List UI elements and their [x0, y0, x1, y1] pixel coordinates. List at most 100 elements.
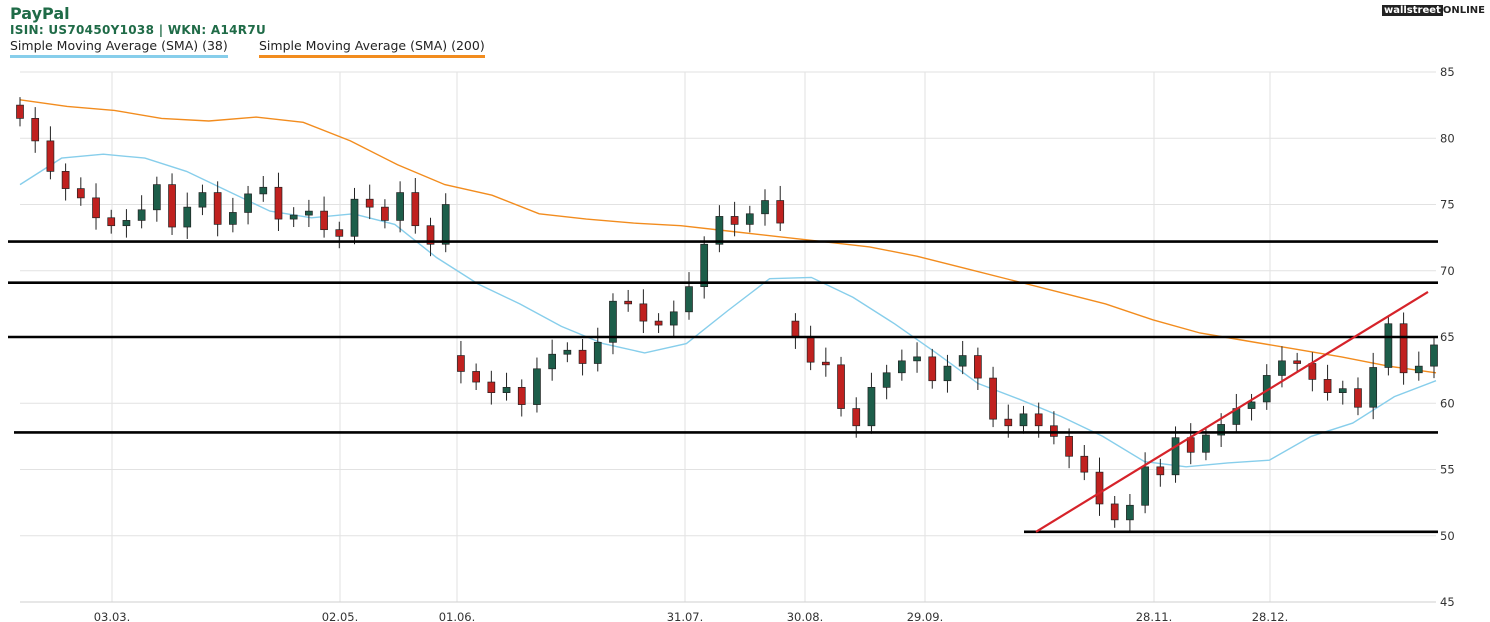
candle-down [974, 355, 982, 379]
candle-down [821, 361, 830, 366]
candle-down [16, 104, 24, 119]
candle-down [1080, 455, 1089, 473]
candle-down [989, 377, 997, 420]
candle-up [685, 286, 693, 313]
legend-sma-38[interactable]: Simple Moving Average (SMA) (38) [10, 38, 228, 58]
y-tick-label: 75 [1440, 198, 1455, 212]
candle-up [122, 220, 131, 227]
candle-down [76, 188, 85, 199]
candle-down [320, 210, 328, 231]
candle-up [593, 341, 602, 364]
y-tick-label: 80 [1440, 131, 1455, 145]
candle-down [61, 171, 70, 189]
y-tick-label: 55 [1440, 463, 1455, 477]
candle-up [137, 209, 146, 221]
x-tick-label: 28.11. [1136, 610, 1173, 622]
candle-down [92, 197, 100, 219]
x-tick-label: 01.06. [439, 610, 476, 622]
candle-down [31, 118, 40, 142]
sma-38-line [19, 153, 1437, 468]
candle-down [426, 225, 435, 245]
candle-up [198, 192, 207, 208]
candle-down [365, 198, 374, 208]
y-tick-label: 70 [1440, 264, 1455, 278]
candle-down [517, 387, 526, 405]
y-tick-label: 85 [1440, 65, 1455, 79]
candle-up [183, 206, 192, 228]
x-tick-label: 02.05. [322, 610, 359, 622]
candle-down [107, 217, 116, 227]
candle-down [1050, 425, 1058, 437]
candle-down [578, 349, 587, 364]
candle-up [229, 212, 237, 225]
candle-up [669, 311, 678, 326]
y-tick-label: 45 [1440, 595, 1455, 609]
candle-down [776, 200, 785, 224]
candle-down [928, 356, 937, 382]
candle-down [1156, 466, 1165, 476]
x-tick-label: 30.08. [787, 610, 824, 622]
candle-down [411, 192, 420, 227]
candle-up [152, 184, 161, 211]
candle-down [654, 320, 663, 326]
candle-down [335, 229, 344, 237]
wallstreet-online-logo: wallstreet ONLINE [1381, 5, 1485, 16]
candle-up [563, 349, 572, 355]
candle-up [1369, 367, 1378, 408]
candle-up [897, 360, 906, 374]
candle-up [913, 356, 921, 362]
candle-up [745, 213, 754, 225]
candle-down [852, 408, 861, 427]
candle-down [472, 371, 480, 383]
candle-down [1065, 436, 1073, 457]
candle-up [1430, 344, 1438, 367]
candle-up [715, 216, 724, 245]
candle-down [1354, 388, 1362, 408]
candle-up [882, 372, 891, 388]
candle-up [1202, 434, 1210, 453]
x-tick-label: 31.07. [667, 610, 704, 622]
candle-up [1217, 424, 1225, 436]
candle-down [837, 364, 845, 409]
candle-down [46, 140, 55, 172]
candle-up [305, 210, 313, 216]
candle-down [1095, 471, 1104, 505]
candle-up [1126, 504, 1134, 521]
candle-up [1338, 388, 1347, 393]
candle-up [1384, 323, 1393, 368]
candle-up [1171, 437, 1180, 476]
candle-up [548, 353, 557, 370]
candle-down [624, 300, 633, 305]
candle-down [213, 192, 222, 225]
candle-down [1399, 323, 1408, 374]
candle-up [502, 387, 511, 394]
candle-up [396, 192, 404, 221]
candle-up [533, 368, 541, 405]
x-tick-label: 03.03. [94, 610, 131, 622]
x-tick-label: 28.12. [1252, 610, 1289, 622]
candle-down [1004, 418, 1013, 427]
candle-up [700, 243, 709, 288]
candle-up [1278, 360, 1286, 376]
sma-200-line [19, 99, 1437, 374]
x-tick-label: 29.09. [907, 610, 944, 622]
candle-down [274, 186, 283, 220]
candle-down [1293, 360, 1302, 364]
candle-down [1110, 503, 1119, 521]
candle-down [791, 320, 800, 338]
y-tick-label: 65 [1440, 330, 1455, 344]
candle-up [350, 198, 359, 237]
isin-wkn-subtitle: ISIN: US70450Y1038 | WKN: A14R7U [10, 23, 267, 37]
candle-up [958, 355, 967, 367]
candle-up [609, 300, 617, 343]
candle-up [1141, 466, 1149, 506]
legend-sma-200[interactable]: Simple Moving Average (SMA) (200) [259, 38, 485, 58]
candle-down [1323, 379, 1332, 393]
candle-down [457, 355, 465, 372]
candle-down [730, 216, 739, 225]
candle-up [1019, 413, 1028, 427]
stock-title: PayPal [10, 4, 70, 23]
y-tick-label: 60 [1440, 396, 1455, 410]
candle-down [381, 206, 389, 221]
